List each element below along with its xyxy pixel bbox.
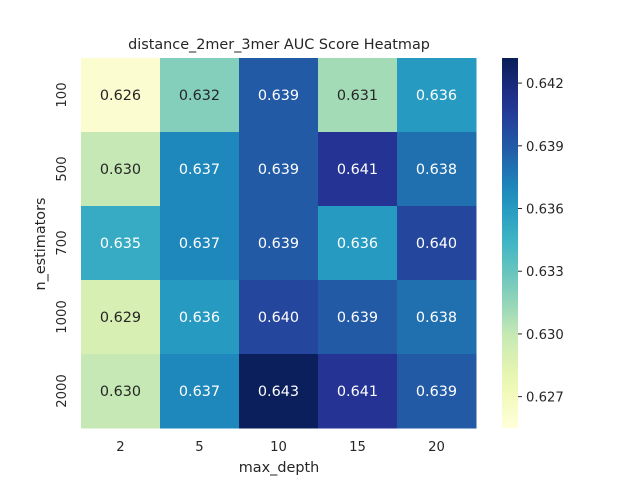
heatmap-cell: [397, 132, 477, 207]
y-tick-label: 1000: [55, 300, 70, 334]
cell-value-label: 0.626: [100, 88, 141, 104]
heatmap-cell: [239, 58, 319, 133]
colorbar-ticks: 0.627 0.630 0.633 0.636 0.639 0.642: [518, 77, 564, 406]
heatmap-cell: [318, 354, 398, 429]
cell-value-label: 0.636: [337, 236, 378, 252]
heatmap-cell: [81, 206, 161, 281]
y-tick-label: 700: [55, 230, 70, 255]
cell-value-label: 0.643: [258, 384, 299, 400]
x-axis-ticks: 2 5 10 15 20: [116, 440, 445, 455]
heatmap-cell: [318, 280, 398, 355]
y-axis-label: n_estimators: [33, 197, 49, 290]
cell-value-label: 0.636: [416, 88, 457, 104]
y-tick-label: 2000: [55, 374, 70, 408]
x-tick-label: 5: [195, 440, 203, 455]
cell-value-label: 0.639: [416, 384, 457, 400]
cell-value-label: 0.640: [416, 236, 457, 252]
heatmap-cell: [81, 58, 161, 133]
cell-value-label: 0.637: [179, 384, 220, 400]
cell-value-label: 0.632: [179, 88, 220, 104]
cell-value-label: 0.639: [258, 88, 299, 104]
heatmap-cell: [160, 354, 240, 429]
colorbar-tick-label: 0.636: [526, 203, 564, 218]
heatmap-cell: [318, 206, 398, 281]
heatmap-cell: [160, 280, 240, 355]
cell-value-label: 0.637: [179, 162, 220, 178]
cell-value-label: 0.638: [416, 310, 457, 326]
cell-value-label: 0.629: [100, 310, 141, 326]
heatmap-cell: [318, 132, 398, 207]
x-tick-label: 20: [428, 440, 445, 455]
cell-value-label: 0.635: [100, 236, 141, 252]
heatmap-cell: [160, 132, 240, 207]
heatmap-cell: [81, 132, 161, 207]
heatmap-cell: [397, 206, 477, 281]
chart-title: distance_2mer_3mer AUC Score Heatmap: [128, 37, 430, 53]
heatmap-cell: [397, 354, 477, 429]
heatmap-cell: [318, 58, 398, 133]
colorbar-tick-label: 0.630: [526, 328, 564, 343]
cell-value-label: 0.641: [337, 384, 378, 400]
cell-value-label: 0.640: [258, 310, 299, 326]
heatmap-cell: [81, 354, 161, 429]
heatmap-cell: [397, 280, 477, 355]
cell-value-label: 0.639: [337, 310, 378, 326]
cell-value-label: 0.630: [100, 162, 141, 178]
heatmap-cell: [160, 58, 240, 133]
colorbar: [502, 58, 518, 428]
colorbar-tick-label: 0.633: [526, 265, 564, 280]
cell-value-label: 0.630: [100, 384, 141, 400]
heatmap-cell: [160, 206, 240, 281]
cell-value-label: 0.638: [416, 162, 457, 178]
y-tick-label: 100: [55, 82, 70, 107]
x-tick-label: 2: [116, 440, 124, 455]
x-tick-label: 15: [349, 440, 366, 455]
colorbar-tick-label: 0.627: [526, 391, 564, 406]
heatmap-cells: 0.626 0.632 0.639 0.631 0.636 0.630 0.637 0.639…: [81, 58, 477, 429]
heatmap-cell: [239, 132, 319, 207]
cell-value-label: 0.637: [179, 236, 220, 252]
cell-value-label: 0.636: [179, 310, 220, 326]
colorbar-tick-label: 0.639: [526, 140, 564, 155]
cell-value-label: 0.639: [258, 236, 299, 252]
y-axis-ticks: 100 500 700 1000 2000: [55, 82, 70, 407]
y-tick-label: 500: [55, 156, 70, 181]
heatmap-cell: [81, 280, 161, 355]
heatmap-cell: [239, 280, 319, 355]
heatmap-cell: [239, 354, 319, 429]
cell-value-label: 0.641: [337, 162, 378, 178]
x-axis-label: max_depth: [239, 460, 319, 476]
heatmap-cell: [397, 58, 477, 133]
cell-value-label: 0.639: [258, 162, 299, 178]
cell-value-label: 0.631: [337, 88, 378, 104]
x-tick-label: 10: [270, 440, 287, 455]
heatmap-cell: [239, 206, 319, 281]
colorbar-tick-label: 0.642: [526, 77, 564, 92]
